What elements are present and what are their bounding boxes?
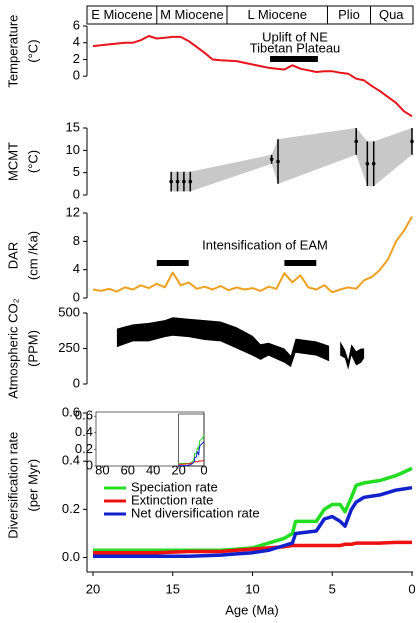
- point: [410, 139, 414, 144]
- y-axis-label: DAR: [5, 242, 20, 269]
- annotation-bar: [284, 260, 317, 266]
- point: [188, 179, 193, 184]
- y-axis-label: Diversification rate: [5, 432, 20, 539]
- annotation-text: Tibetan Plateau: [250, 40, 341, 55]
- inset-series-line: [178, 460, 204, 465]
- x-axis-label: Age (Ma): [225, 602, 278, 617]
- y-tick-label: 4: [73, 261, 80, 276]
- epoch-label: E Miocene: [91, 7, 152, 22]
- x-tick-label: 20: [86, 581, 100, 596]
- series-line: [93, 540, 412, 555]
- point: [365, 161, 370, 166]
- y-tick-label: 5: [73, 164, 80, 179]
- y-tick-label: 8: [73, 233, 80, 248]
- point: [169, 179, 173, 184]
- x-tick-label: 10: [245, 581, 259, 596]
- annotation-bar: [270, 56, 318, 62]
- point: [354, 139, 358, 144]
- y-tick-label: 0.4: [62, 453, 80, 468]
- inset-y-tick-label: 0.2: [75, 441, 93, 456]
- inset-x-tick-label: 60: [121, 462, 135, 477]
- y-axis-label: MCMT: [5, 142, 20, 181]
- data-line: [92, 35, 413, 118]
- x-tick-label: 15: [166, 581, 180, 596]
- y-tick-label: 0.2: [62, 501, 80, 516]
- inset-x-tick-label: 80: [95, 462, 109, 477]
- y-tick-label: 4: [73, 34, 80, 49]
- y-tick-label: 0: [73, 375, 80, 390]
- y-axis-label: Temperature: [5, 15, 20, 88]
- inset-y-tick-label: 0.4: [75, 424, 93, 439]
- annotation-text: Uplift of NE: [262, 29, 328, 44]
- annotation-bar: [156, 260, 189, 266]
- point: [175, 179, 180, 184]
- epoch-label: L Miocene: [247, 7, 307, 22]
- y-tick-label: 0: [73, 68, 80, 83]
- y-axis-label: Atmospheric CO₂: [5, 298, 20, 398]
- point: [371, 161, 376, 166]
- range-band: [340, 341, 365, 370]
- range-band: [116, 317, 330, 367]
- inset-focus-box: [178, 413, 205, 467]
- inset-x-tick-label: 20: [171, 462, 185, 477]
- y-tick-label: 0: [73, 186, 80, 201]
- y-tick-label: 2: [73, 51, 80, 66]
- inset-x-tick-label: 0: [200, 462, 207, 477]
- y-tick-label: 15: [66, 119, 80, 134]
- legend-label: Extinction rate: [131, 492, 213, 507]
- epoch-label: Plio: [338, 7, 360, 22]
- y-tick-label: 10: [66, 142, 80, 157]
- y-axis-label: (per Myr): [25, 459, 40, 512]
- inset-frame: [95, 411, 205, 467]
- uncertainty-band: [171, 128, 412, 192]
- epoch-label: M Miocene: [160, 7, 224, 22]
- inset-y-tick-label: 0.6: [75, 408, 93, 423]
- y-axis-label: (°C): [25, 150, 40, 173]
- data-line: [92, 216, 413, 294]
- y-tick-label: 0.0: [62, 549, 80, 564]
- y-axis-label: (cm /Ka): [25, 231, 40, 280]
- series-line: [93, 485, 413, 559]
- inset-series-line: [178, 441, 205, 467]
- point: [269, 157, 274, 162]
- legend-label: Speciation rate: [131, 479, 218, 494]
- epoch-label: Qua: [379, 7, 404, 22]
- y-tick-label: 250: [58, 340, 80, 355]
- y-axis-label: (PPM): [25, 330, 40, 367]
- point: [182, 179, 186, 184]
- y-tick-label: 0.6: [62, 404, 80, 419]
- inset-x-tick-label: 40: [146, 462, 160, 477]
- annotation-text: Intensification of EAM: [202, 237, 328, 252]
- x-tick-label: 0: [408, 581, 415, 596]
- point: [276, 159, 280, 164]
- y-tick-label: 12: [66, 204, 80, 219]
- x-tick-label: 5: [329, 581, 336, 596]
- legend-label: Net diversification rate: [131, 505, 260, 520]
- inset-y-tick-label: 0: [86, 457, 93, 472]
- y-axis-label: (°C): [25, 39, 40, 62]
- y-tick-label: 6: [73, 17, 80, 32]
- y-tick-label: 500: [58, 304, 80, 319]
- y-tick-label: 0: [73, 289, 80, 304]
